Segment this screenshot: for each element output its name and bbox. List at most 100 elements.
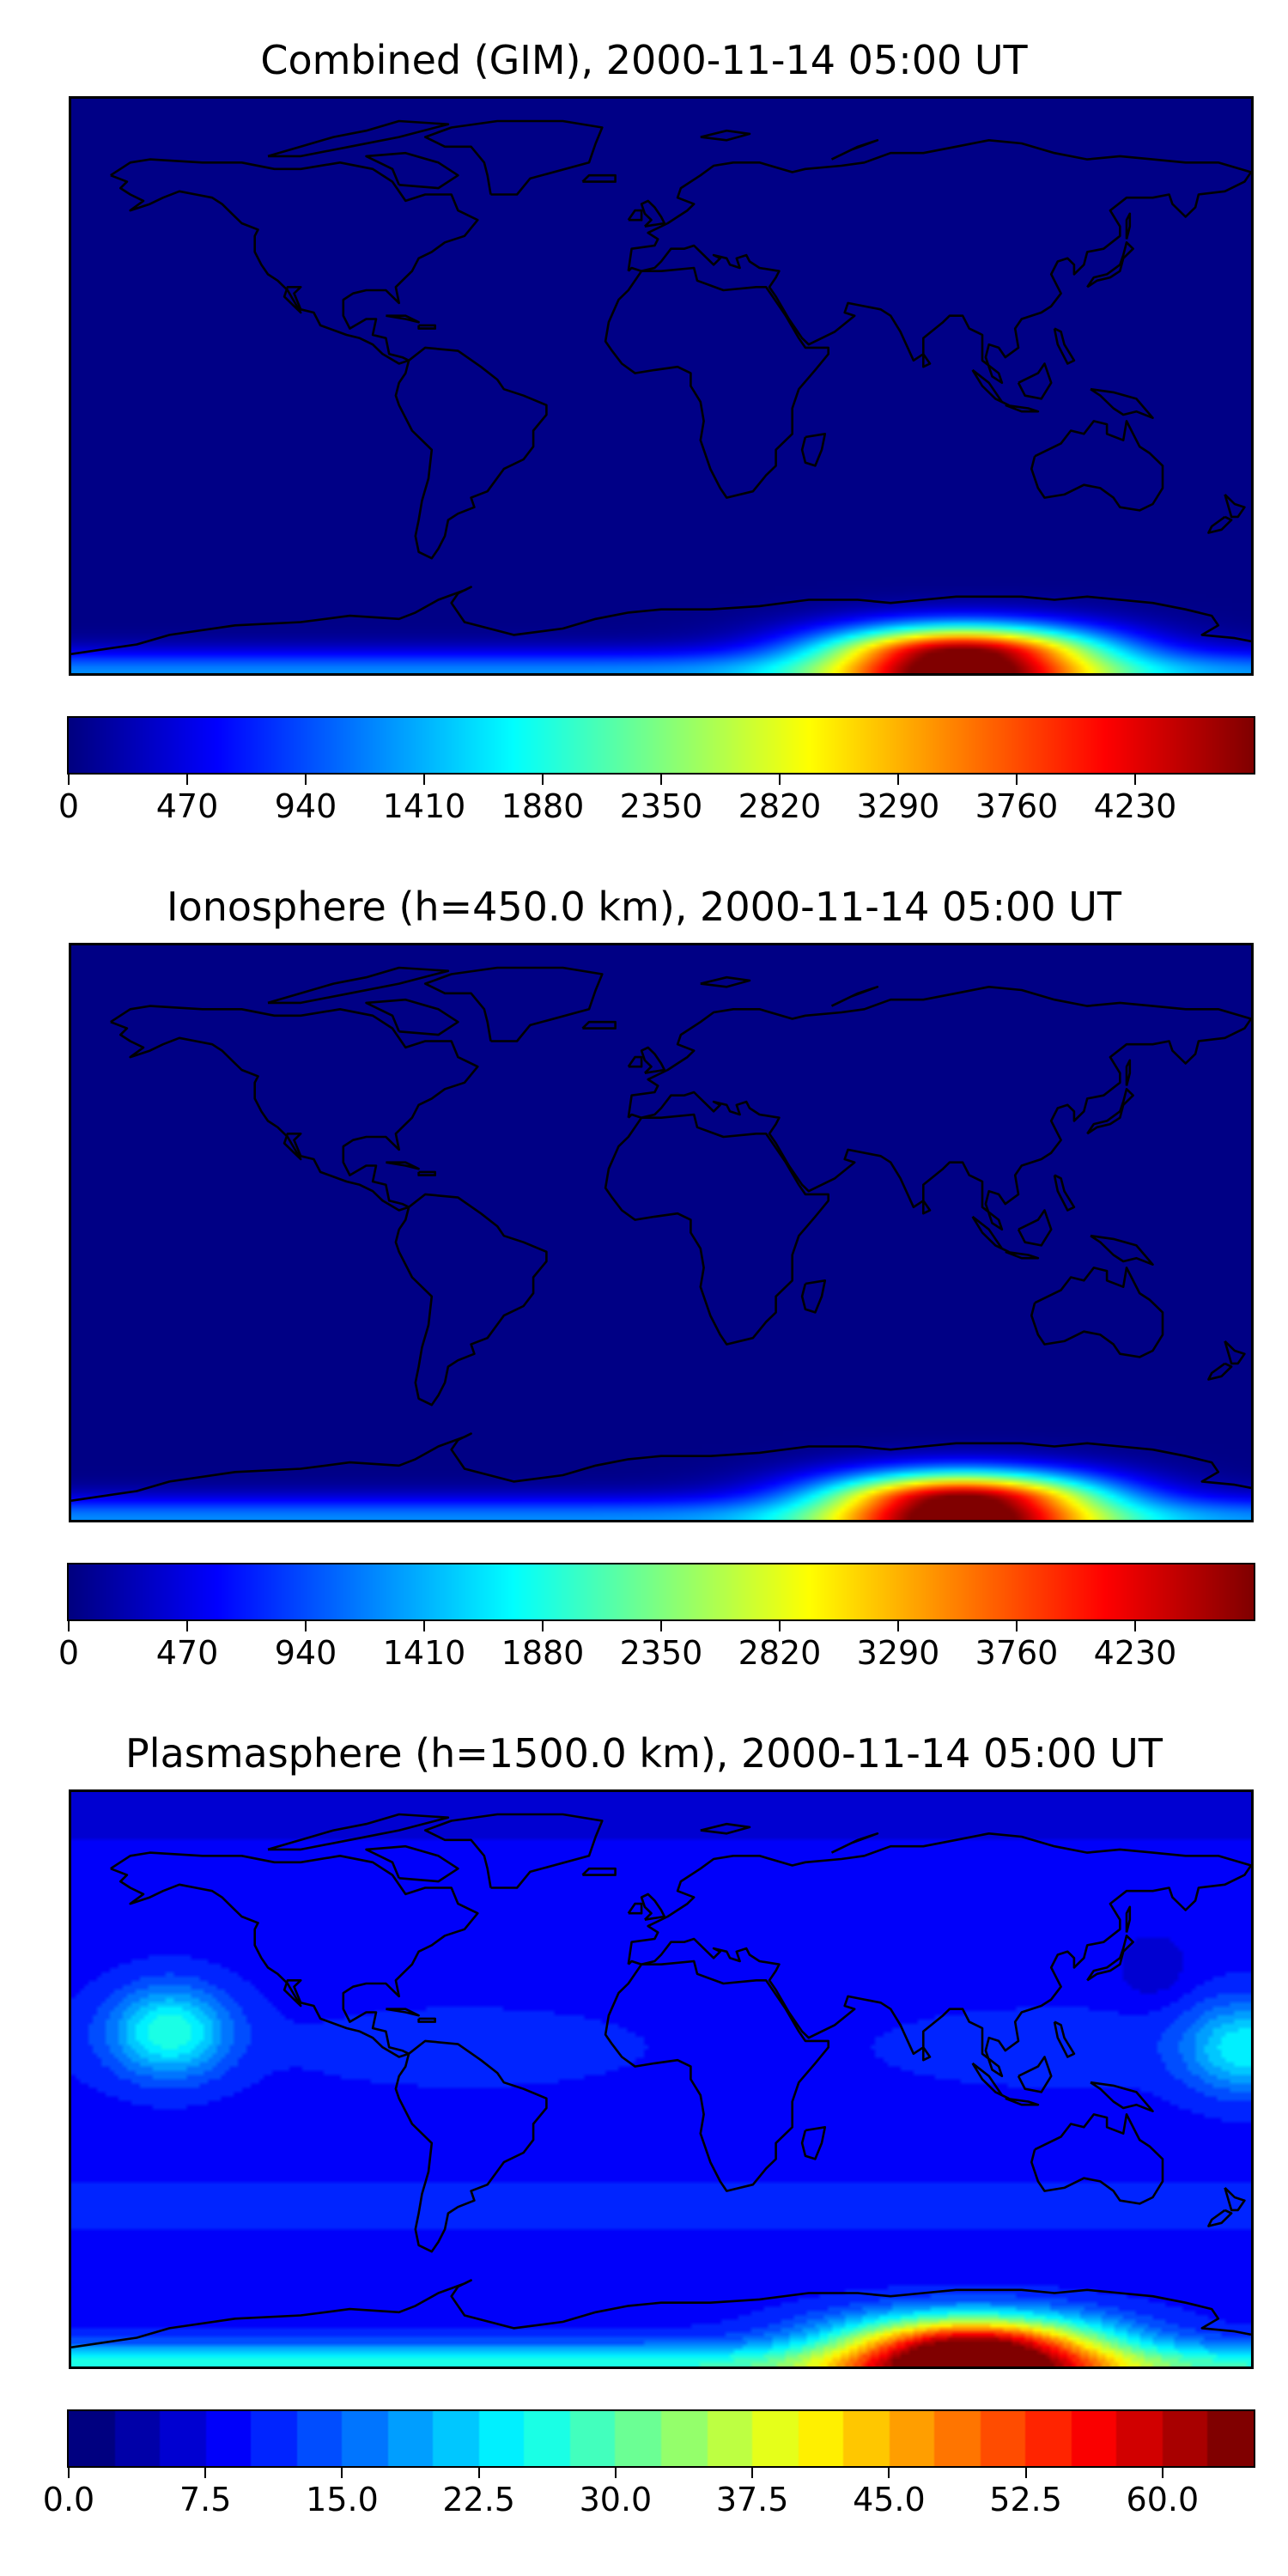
colorbar-tick-mark xyxy=(423,1621,425,1631)
coastline-path xyxy=(110,1851,479,2058)
map-combined xyxy=(69,96,1254,676)
coastline-path xyxy=(1017,362,1053,400)
colorbar-tick-label: 22.5 xyxy=(442,2481,515,2518)
coastline-path xyxy=(71,586,1251,655)
map-ionosphere xyxy=(69,943,1254,1522)
colorbar-tick-mark xyxy=(614,2468,617,2478)
coastline-path xyxy=(394,1193,548,1406)
coastline-path xyxy=(417,1170,437,1176)
coastline-path xyxy=(627,209,643,222)
colorbar-tick-mark xyxy=(751,2468,754,2478)
colorbar-tick-label: 470 xyxy=(155,1634,219,1672)
colorbar-tick-label: 940 xyxy=(274,1634,337,1672)
colorbar-tick-label: 1880 xyxy=(501,787,585,825)
colorbar-tick-label: 0 xyxy=(58,787,80,825)
colorbar-tick-label: 60.0 xyxy=(1126,2481,1200,2518)
coastline-path xyxy=(1224,493,1246,519)
coastline-path xyxy=(110,1005,479,1212)
colorbar-tick-label: 3760 xyxy=(975,787,1059,825)
coastline-path xyxy=(1125,1059,1132,1086)
colorbar-tick-label: 1410 xyxy=(382,1634,466,1672)
colorbar-tick-mark xyxy=(888,2468,890,2478)
colorbar-tick-mark xyxy=(779,1621,781,1631)
heatmap-field-ionosphere xyxy=(71,945,1251,1520)
colorbar-gradient-ionosphere xyxy=(69,1564,1254,1619)
colorbar-tick-mark xyxy=(1024,2468,1027,2478)
map-plasmasphere xyxy=(69,1789,1254,2369)
coastline-path xyxy=(386,2008,420,2017)
heatmap-field-plasmasphere xyxy=(71,1792,1251,2366)
coastline-path xyxy=(1086,241,1134,289)
colorbar-tick-mark xyxy=(68,775,70,785)
colorbar-ticks-ionosphere: 0 470 940 1410 1880 2350 2820 3290 3760 4230 xyxy=(58,1621,1255,1673)
coastline-path xyxy=(830,1832,879,1854)
colorbar-tick-mark xyxy=(897,775,899,785)
colorbar-tick-label: 4230 xyxy=(1093,787,1177,825)
colorbar-tick-label: 1410 xyxy=(382,787,466,825)
coastline-path xyxy=(1053,327,1076,365)
colorbar-tick-label: 940 xyxy=(274,787,337,825)
chart-title-combined: Combined (GIM), 2000-11-14 05:00 UT xyxy=(260,37,1028,83)
coastline-path xyxy=(71,2279,1251,2348)
colorbar-tick-mark xyxy=(186,775,188,785)
colorbar-tick-label: 4230 xyxy=(1093,1634,1177,1672)
coastline-path xyxy=(1005,1250,1040,1260)
coastline-path xyxy=(1207,515,1233,534)
coastline-path xyxy=(417,2017,437,2023)
coastline-path xyxy=(627,985,1251,1231)
colorbar-tick-mark xyxy=(423,775,425,785)
coastline-path xyxy=(1090,1234,1154,1267)
coastline-path xyxy=(1090,387,1154,420)
coastline-path xyxy=(627,1902,643,1915)
coastline-path xyxy=(921,1200,932,1215)
coastline-path xyxy=(830,985,879,1007)
coastline-path xyxy=(1017,2056,1053,2093)
coastline-path xyxy=(700,1822,751,1835)
chart-title-plasmasphere: Plasmasphere (h=1500.0 km), 2000-11-14 0… xyxy=(125,1730,1163,1777)
colorbar-tick-mark xyxy=(305,1621,307,1631)
colorbar-tick-mark xyxy=(1161,2468,1163,2478)
colorbar-tick-mark xyxy=(897,1621,899,1631)
colorbar-tick-mark xyxy=(542,1621,544,1631)
coastline-path xyxy=(1090,2081,1154,2113)
coastline-path xyxy=(386,314,420,324)
coastline-path xyxy=(830,138,879,161)
colorbar-tick-label: 2820 xyxy=(738,787,822,825)
colorbar-tick-mark xyxy=(1134,1621,1136,1631)
colorbar-tick-mark xyxy=(779,775,781,785)
coastline-path xyxy=(581,1867,617,1876)
colorbar-plasmasphere xyxy=(67,2409,1255,2468)
coastline-path xyxy=(1125,212,1132,240)
coastline-path xyxy=(365,998,459,1036)
colorbar-ticks-plasmasphere: 0.0 7.5 15.0 22.5 30.0 37.5 45.0 52.5 60.0 xyxy=(43,2468,1255,2519)
colorbar-tick-mark xyxy=(341,2468,343,2478)
colorbar-tick-label: 2820 xyxy=(738,1634,822,1672)
colorbar-tick-mark xyxy=(1134,775,1136,785)
coastline-path xyxy=(417,324,437,330)
colorbar-tick-mark xyxy=(1016,775,1018,785)
colorbar-tick-mark xyxy=(660,775,662,785)
colorbar-tick-mark xyxy=(186,1621,188,1631)
coastline-path xyxy=(394,346,548,560)
colorbar-tick-label: 0 xyxy=(58,1634,80,1672)
colorbar-tick-label: 2350 xyxy=(619,1634,703,1672)
colorbar-tick-label: 37.5 xyxy=(715,2481,789,2518)
coastline-path xyxy=(267,119,450,158)
chart-title-ionosphere: Ionosphere (h=450.0 km), 2000-11-14 05:0… xyxy=(167,884,1121,930)
coastline-path xyxy=(640,1893,666,1921)
coastline-path xyxy=(71,1432,1251,1502)
colorbar-tick-label: 7.5 xyxy=(179,2481,232,2518)
coastline-path xyxy=(627,1832,1251,2078)
colorbar-tick-label: 3290 xyxy=(856,1634,940,1672)
coastlines-plasmasphere xyxy=(71,1813,1251,2348)
coastline-path xyxy=(423,119,604,196)
coastline-path xyxy=(581,173,617,183)
coastline-path xyxy=(640,199,666,228)
colorbar-ticks-combined: 0 470 940 1410 1880 2350 2820 3290 3760 4230 xyxy=(58,775,1255,826)
coastline-path xyxy=(1224,1340,1246,1365)
coastline-path xyxy=(423,966,604,1042)
coastline-path xyxy=(800,1279,827,1314)
coastline-path xyxy=(1005,2097,1040,2106)
coastline-path xyxy=(1207,1362,1233,1381)
colorbar-tick-label: 45.0 xyxy=(853,2481,926,2518)
